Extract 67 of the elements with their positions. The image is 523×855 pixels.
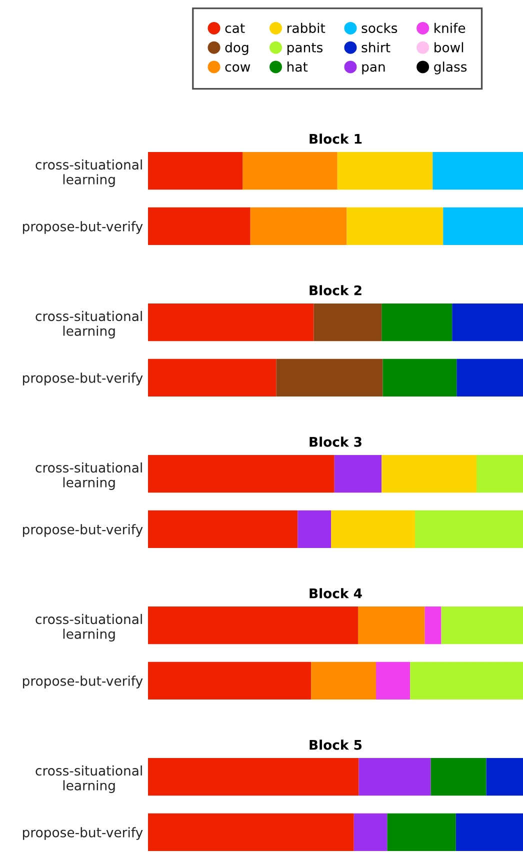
bar [456, 358, 523, 396]
bar [242, 152, 338, 190]
bar [410, 662, 523, 700]
bar [430, 758, 486, 796]
bar [443, 207, 523, 245]
bar [432, 152, 523, 190]
chart-title: Block 4 [310, 588, 362, 598]
bar [148, 455, 334, 493]
bar [382, 304, 452, 342]
bar [298, 510, 331, 548]
bar [486, 758, 523, 796]
bar [148, 758, 359, 796]
bar [250, 207, 347, 245]
bar [148, 358, 276, 396]
bar [148, 207, 250, 245]
bar [148, 152, 242, 190]
bar [337, 152, 433, 190]
bar [476, 455, 523, 493]
chart-title: Block 3 [310, 436, 362, 447]
legend-label: hat [288, 62, 308, 72]
y-tick-label: cross-situational learning [36, 614, 142, 642]
bar [148, 510, 298, 548]
bar [415, 510, 523, 548]
y-tick-label: propose-but-verify [22, 524, 143, 537]
bar [331, 510, 415, 548]
bar [452, 304, 523, 342]
y-tick-label: cross-situational learning [36, 765, 142, 793]
bar [358, 606, 425, 644]
legend-label: cat [225, 24, 245, 34]
y-tick-label: propose-but-verify [22, 676, 143, 688]
bar [148, 606, 358, 644]
bar [354, 813, 388, 851]
legend-label: pan [362, 64, 385, 74]
legend-label: dog [225, 42, 248, 55]
chart-title: Block 1 [310, 134, 362, 144]
y-tick-label: propose-but-verify [22, 221, 143, 234]
bar [276, 358, 383, 396]
bar [456, 813, 523, 851]
bar [382, 455, 476, 493]
bar [387, 813, 456, 851]
legend-label: socks [362, 22, 398, 34]
legend-label: pants [288, 42, 323, 55]
bar [424, 606, 442, 644]
y-tick-label: propose-but-verify [22, 372, 143, 386]
legend-label: glass [434, 62, 467, 74]
bar [148, 813, 354, 851]
bar [148, 662, 312, 700]
legend-label: cow [225, 64, 250, 72]
legend-label: knife [434, 22, 466, 34]
legend-label: shirt [362, 42, 390, 52]
bar [441, 606, 523, 644]
legend-label: bowl [434, 42, 464, 52]
bar [376, 662, 410, 700]
bar [346, 207, 444, 245]
y-tick-label: cross-situational learning [36, 310, 142, 338]
y-tick-label: cross-situational learning [36, 462, 142, 490]
bar [314, 304, 382, 342]
bar [358, 758, 431, 796]
bar [334, 455, 382, 493]
y-tick-label: propose-but-verify [22, 827, 143, 840]
bar [382, 358, 457, 396]
chart-title: Block 2 [310, 285, 362, 296]
y-tick-label: cross-situational learning [36, 159, 142, 187]
chart-title: Block 5 [310, 740, 362, 750]
legend-label: rabbit [288, 22, 326, 34]
bar [311, 662, 376, 700]
bar [148, 304, 314, 342]
